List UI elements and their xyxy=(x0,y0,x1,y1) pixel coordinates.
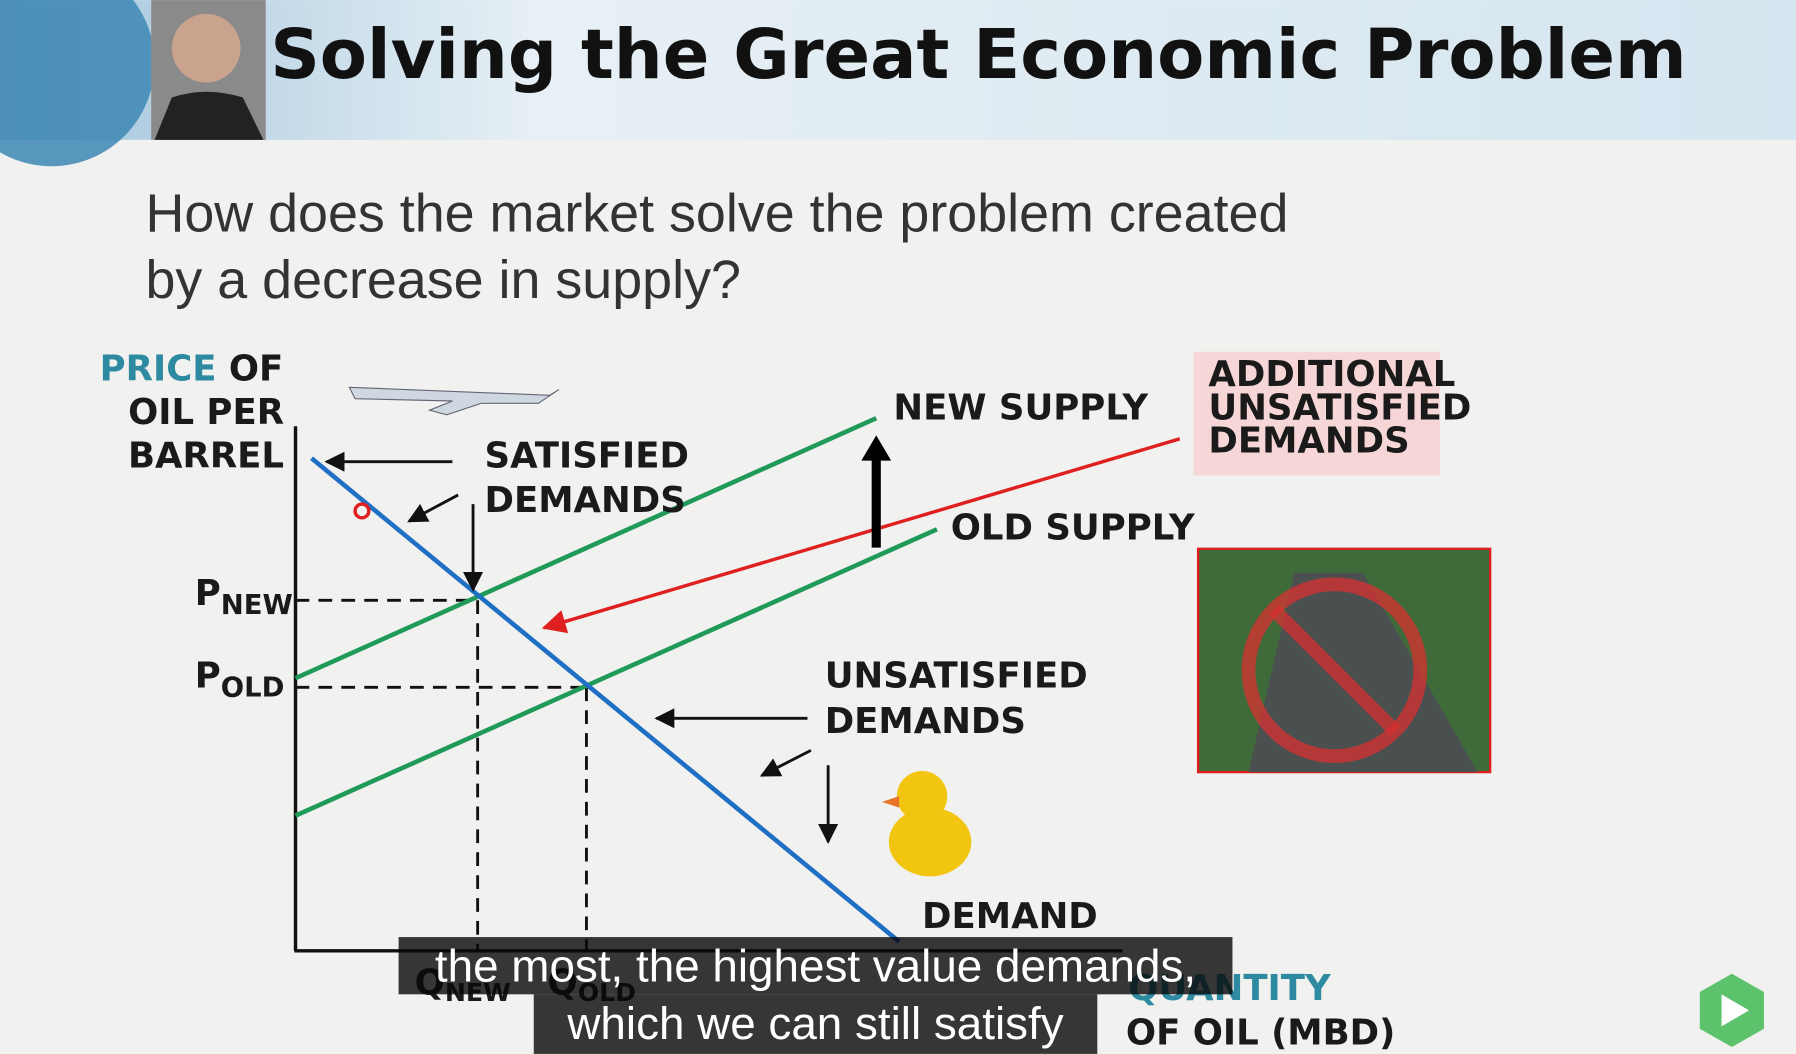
dashed-guides xyxy=(295,598,588,951)
demand-label: DEMAND xyxy=(922,896,1098,937)
question: How does the market solve the problem cr… xyxy=(145,183,1288,243)
red-arrow xyxy=(541,437,1181,634)
question: by a decrease in supply? xyxy=(145,250,740,310)
p-old: POLD xyxy=(195,655,285,703)
additional-box xyxy=(1193,351,1440,476)
y-axis-label: BARREL xyxy=(128,435,284,476)
presenter-face xyxy=(171,13,241,83)
caption: which we can still satisfy xyxy=(566,998,1063,1049)
no-sign-bar xyxy=(1268,604,1400,736)
airplane xyxy=(348,386,560,416)
x-axis-label: OF OIL (MBD) xyxy=(1126,1013,1395,1054)
additional-label: DEMANDS xyxy=(1208,421,1409,462)
demand-curve xyxy=(310,456,901,944)
old-supply-label: OLD SUPPLY xyxy=(951,508,1196,549)
caption-box xyxy=(398,937,1233,995)
header-band xyxy=(0,0,1796,140)
new-supply-label: NEW SUPPLY xyxy=(893,387,1149,428)
duck-head xyxy=(896,770,948,822)
satisfied-label: SATISFIED xyxy=(485,435,689,476)
additional-label: UNSATISFIED xyxy=(1208,387,1471,428)
shift-arrow-head xyxy=(861,435,892,461)
p-letter: P xyxy=(195,573,221,614)
cursor-dot xyxy=(353,502,371,520)
globe xyxy=(0,0,155,167)
duck-beak xyxy=(881,796,900,808)
no-sign xyxy=(1241,577,1428,763)
new-supply-curve xyxy=(294,416,878,681)
p-letter: P xyxy=(195,655,221,696)
title: Solving the Great Economic Problem xyxy=(270,15,1686,95)
y-axis-label: PRICE OF xyxy=(100,348,284,389)
caption-box xyxy=(533,994,1098,1054)
duck-body xyxy=(888,807,972,877)
satisfied-label: DEMANDS xyxy=(485,480,686,521)
arrow xyxy=(759,749,812,777)
additional-label: ADDITIONAL xyxy=(1208,354,1455,395)
y-axis-price: PRICE xyxy=(100,348,217,389)
unsatisfied-label: DEMANDS xyxy=(825,701,1026,742)
p-new: PNEW xyxy=(195,573,293,621)
road xyxy=(1248,572,1478,773)
old-supply-curve xyxy=(294,527,938,818)
p-sub: OLD xyxy=(221,672,285,704)
y-axis-label: OIL PER xyxy=(128,392,284,433)
arrows xyxy=(324,451,839,844)
unsatisfied-label: UNSATISFIED xyxy=(825,655,1088,696)
presenter-suit xyxy=(154,91,264,140)
play-icon[interactable] xyxy=(1721,994,1750,1027)
y-axis-of: OF xyxy=(229,348,283,389)
arrow xyxy=(407,493,459,523)
caption: the most, the highest value demands, xyxy=(435,941,1196,992)
p-sub: NEW xyxy=(221,589,293,621)
